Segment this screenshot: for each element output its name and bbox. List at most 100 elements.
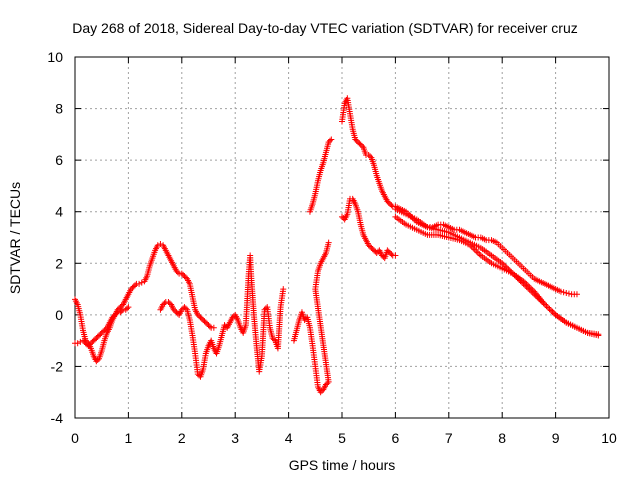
data-point [166,300,173,307]
data-point [138,279,145,286]
data-point [544,304,551,311]
data-point [328,136,335,143]
data-point [202,319,209,326]
data-point [96,332,103,339]
data-point [101,327,108,334]
data-point [196,313,203,320]
x-tick-label: 0 [71,430,79,446]
data-point [170,306,177,313]
data-point [128,286,135,293]
data-point [205,322,212,329]
x-tick-label: 3 [231,430,239,446]
x-tick-label: 9 [552,430,560,446]
data-point [549,308,556,315]
x-tick-label: 6 [392,430,400,446]
data-point [565,290,572,297]
data-point [269,335,276,342]
data-point [117,304,124,311]
data-point [357,141,364,148]
y-tick-label: -2 [51,358,64,374]
data-point [385,199,392,206]
data-point [474,249,481,256]
data-point [392,252,399,259]
x-tick-label: 4 [285,430,293,446]
data-point [221,322,228,329]
data-point [563,289,570,296]
data-point [367,243,374,250]
data-point [94,333,101,340]
x-tick-label: 5 [338,430,346,446]
data-point [132,282,139,289]
data-point [92,336,99,343]
data-point [546,305,553,312]
data-point [318,387,325,394]
data-point [371,247,378,254]
data-point [198,315,205,322]
axis-ticks: 0 1 2 3 4 5 6 7 8 9 10 -4 -2 0 2 4 6 8 10 [47,49,617,446]
x-tick-label: 2 [178,430,186,446]
data-point [200,317,207,324]
data-point [367,153,374,160]
data-point [117,309,124,316]
data-point [93,358,100,365]
data-point [181,304,188,311]
grid [75,57,609,418]
data-point [157,240,164,247]
data-point [387,249,394,256]
y-tick-label: 4 [55,204,63,220]
data-point [74,340,81,347]
y-tick-label: 10 [47,49,63,65]
data-point [178,270,185,277]
data-point [359,142,366,149]
data-point [125,304,132,311]
data-point [365,151,372,158]
data-point [97,331,104,338]
data-point [136,280,143,287]
data-point [352,136,359,143]
x-axis-label: GPS time / hours [289,457,396,473]
data-point [118,307,125,314]
data-point [325,239,332,246]
data-point [116,305,123,312]
data-point [210,324,217,331]
y-tick-label: 0 [55,307,63,323]
data-point [165,298,172,305]
data-point [384,198,391,205]
data-point [280,286,287,293]
data-point [543,303,550,310]
data-point [85,342,92,349]
data-point [322,381,329,388]
data-point [388,251,395,258]
data-point [368,244,375,251]
data-point [560,289,567,296]
data-point [356,140,363,147]
data-point [229,314,236,321]
data-point [90,337,97,344]
data-point [160,301,167,308]
data-point [88,340,95,347]
data-point [182,305,189,312]
data-point [82,340,89,347]
data-point [182,274,189,281]
data-point [180,271,187,278]
data-point [172,307,179,314]
data-point [113,310,120,317]
x-tick-label: 10 [601,430,617,446]
data-point [98,329,105,336]
plot-frame [74,56,610,419]
y-tick-label: 8 [55,101,63,117]
data-point [369,246,376,253]
data-point [173,268,180,275]
data-point [94,356,101,363]
y-tick-label: 2 [55,255,63,271]
data-point [339,213,345,220]
y-axis-label: SDTVAR / TECUs [7,182,23,294]
data-point [551,310,558,317]
data-marks [72,95,602,396]
x-tick-label: 1 [125,430,133,446]
y-tick-label: 6 [55,152,63,168]
data-point [86,341,93,348]
data-point [110,313,117,320]
data-point [194,311,201,318]
data-point [548,307,555,314]
